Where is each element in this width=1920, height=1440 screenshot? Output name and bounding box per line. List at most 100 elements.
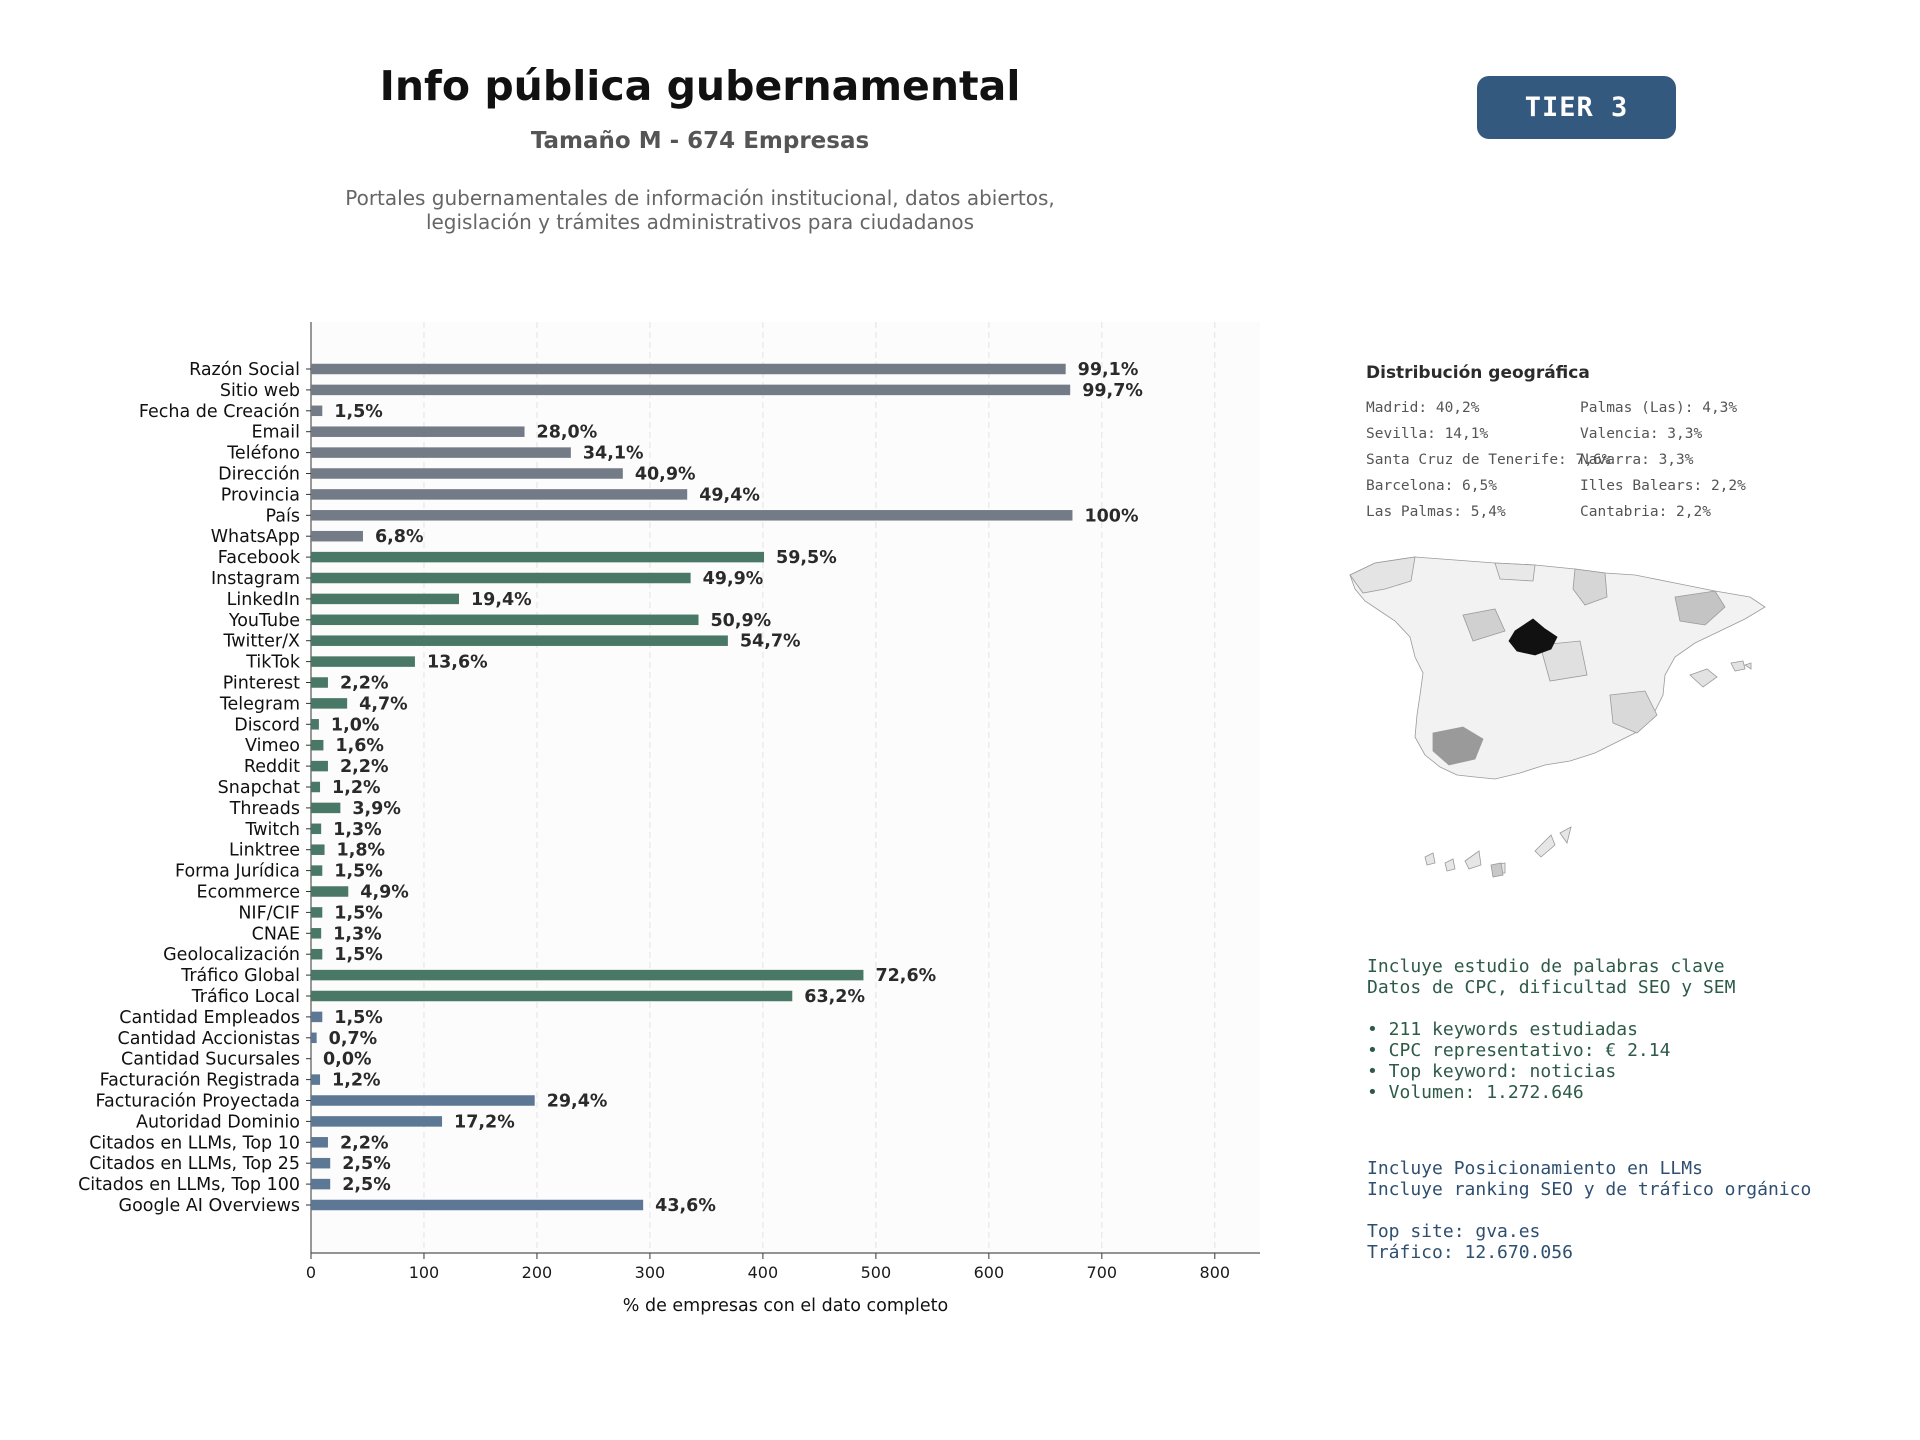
map-region bbox=[1572, 568, 1608, 606]
value-label: 3,9% bbox=[352, 799, 401, 819]
bar bbox=[311, 1137, 328, 1148]
keywords-bullet-4: • Volumen: 1.272.646 bbox=[1367, 1082, 1584, 1103]
bar bbox=[311, 1011, 323, 1023]
x-tick-label: 600 bbox=[974, 1263, 1005, 1282]
category-label: Citados en LLMs, Top 25 bbox=[89, 1154, 300, 1174]
bar bbox=[311, 844, 325, 855]
geo-item: Sevilla: 14,1% bbox=[1366, 426, 1489, 442]
category-label: Email bbox=[251, 423, 300, 443]
value-label: 2,2% bbox=[340, 674, 389, 694]
category-label: NIF/CIF bbox=[238, 903, 300, 923]
keywords-bullet-1: • 211 keywords estudiadas bbox=[1367, 1019, 1638, 1040]
category-label: Sitio web bbox=[220, 381, 300, 401]
value-label: 50,9% bbox=[711, 611, 772, 631]
description-line-2: legislación y trámites administrativos p… bbox=[425, 210, 975, 234]
bar bbox=[311, 907, 323, 918]
map-region bbox=[1609, 690, 1658, 734]
value-label: 29,4% bbox=[547, 1092, 608, 1112]
value-label: 1,6% bbox=[335, 736, 384, 756]
map-regions bbox=[1349, 556, 1766, 878]
geo-item: Navarra: 3,3% bbox=[1580, 452, 1694, 468]
value-label: 0,7% bbox=[329, 1029, 378, 1049]
value-label: 34,1% bbox=[583, 444, 644, 464]
value-label: 1,0% bbox=[331, 715, 380, 735]
value-label: 99,1% bbox=[1078, 360, 1139, 380]
value-label: 13,6% bbox=[427, 653, 488, 673]
bar bbox=[311, 384, 1071, 396]
category-label: LinkedIn bbox=[227, 590, 300, 610]
x-tick-label: 0 bbox=[306, 1263, 316, 1282]
geo-item: Las Palmas: 5,4% bbox=[1366, 504, 1506, 520]
category-label: Citados en LLMs, Top 10 bbox=[89, 1133, 300, 1153]
bar bbox=[311, 698, 348, 709]
value-label: 49,4% bbox=[699, 485, 760, 505]
geo-title: Distribución geográfica bbox=[1366, 363, 1590, 383]
category-label: Facturación Proyectada bbox=[96, 1092, 300, 1112]
category-label: Vimeo bbox=[245, 736, 300, 756]
value-label: 19,4% bbox=[471, 590, 532, 610]
value-label: 1,5% bbox=[334, 945, 383, 965]
bar bbox=[311, 760, 328, 772]
value-label: 2,2% bbox=[340, 757, 389, 777]
bar bbox=[311, 593, 459, 605]
geo-item: Santa Cruz de Tenerife: 7,6% bbox=[1366, 452, 1611, 468]
category-label: Geolocalización bbox=[163, 945, 300, 965]
llm-line-1: Incluye Posicionamiento en LLMs bbox=[1367, 1158, 1703, 1179]
map-region bbox=[1349, 556, 1416, 594]
category-label: Discord bbox=[234, 715, 300, 735]
bar bbox=[311, 948, 323, 960]
geo-item: Valencia: 3,3% bbox=[1580, 426, 1703, 442]
value-label: 40,9% bbox=[635, 465, 696, 485]
x-tick-label: 200 bbox=[522, 1263, 553, 1282]
geo-item: Madrid: 40,2% bbox=[1366, 400, 1480, 416]
map-islands-balears bbox=[1689, 660, 1752, 688]
category-label: País bbox=[266, 506, 300, 526]
llm-block: Incluye Posicionamiento en LLMs Incluye r… bbox=[1367, 1158, 1811, 1263]
category-label: Threads bbox=[229, 799, 300, 819]
map-region bbox=[1674, 590, 1726, 626]
map-islands-canarias bbox=[1424, 826, 1572, 874]
x-tick-label: 500 bbox=[861, 1263, 892, 1282]
description-line-1: Portales gubernamentales de información … bbox=[345, 186, 1055, 210]
tier-badge: TIER 3 bbox=[1477, 76, 1676, 139]
category-label: Ecommerce bbox=[197, 883, 300, 903]
value-label: 63,2% bbox=[804, 987, 865, 1007]
category-label: Tráfico Local bbox=[191, 987, 300, 1007]
value-label: 1,2% bbox=[332, 778, 381, 798]
bar bbox=[311, 551, 765, 563]
category-label: Fecha de Creación bbox=[139, 402, 300, 422]
page-description: Portales gubernamentales de información … bbox=[250, 186, 1150, 234]
value-label: 1,5% bbox=[334, 402, 383, 422]
value-label: 99,7% bbox=[1082, 381, 1143, 401]
category-label: Snapchat bbox=[218, 778, 300, 798]
x-tick-label: 400 bbox=[748, 1263, 779, 1282]
category-label: Citados en LLMs, Top 100 bbox=[78, 1175, 300, 1195]
value-label: 1,5% bbox=[334, 862, 383, 882]
bar bbox=[311, 1074, 321, 1085]
category-label: Reddit bbox=[244, 757, 300, 777]
category-label: WhatsApp bbox=[211, 527, 300, 547]
bar bbox=[311, 719, 319, 730]
bar bbox=[311, 928, 322, 939]
keywords-block: Incluye estudio de palabras clave Datos d… bbox=[1367, 956, 1735, 1103]
bar bbox=[311, 677, 328, 688]
bar bbox=[311, 572, 691, 584]
category-label: Twitter/X bbox=[222, 632, 300, 652]
bar bbox=[311, 990, 793, 1002]
value-label: 1,2% bbox=[332, 1071, 381, 1091]
bar bbox=[311, 1157, 331, 1169]
keywords-bullet-2: • CPC representativo: € 2.14 bbox=[1367, 1040, 1671, 1061]
bar-chart: 0 100 200 300 400 500 600 700 800 Razón Social 99,… bbox=[78, 322, 1260, 1316]
category-label: Linktree bbox=[229, 841, 300, 861]
category-label: Dirección bbox=[218, 465, 300, 485]
keywords-bullet-3: • Top keyword: noticias bbox=[1367, 1061, 1617, 1082]
bar bbox=[311, 468, 623, 479]
value-label: 100% bbox=[1084, 506, 1138, 526]
category-label: Telegram bbox=[219, 694, 300, 714]
llm-top-site: Top site: gva.es bbox=[1367, 1221, 1541, 1242]
value-label: 4,7% bbox=[359, 694, 408, 714]
bar bbox=[311, 363, 1066, 375]
category-label: Cantidad Accionistas bbox=[117, 1029, 300, 1049]
bar bbox=[311, 1116, 443, 1127]
bar bbox=[311, 969, 864, 981]
